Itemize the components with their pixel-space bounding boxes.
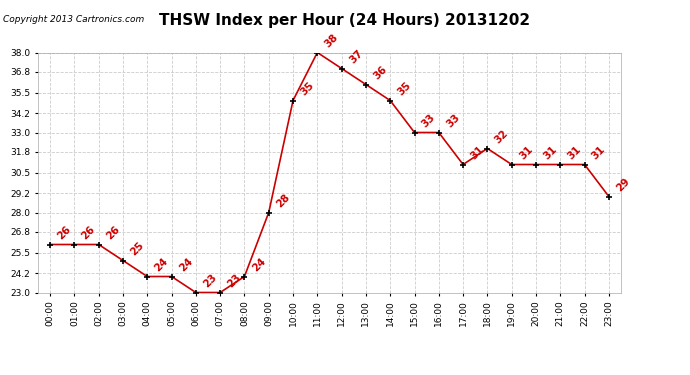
- Text: 26: 26: [80, 224, 97, 242]
- Text: 38: 38: [323, 32, 340, 50]
- Text: 23: 23: [226, 272, 243, 290]
- Text: 24: 24: [250, 256, 268, 274]
- Text: 23: 23: [201, 272, 219, 290]
- Text: 28: 28: [275, 192, 292, 210]
- Text: 36: 36: [371, 64, 388, 82]
- Text: 31: 31: [566, 144, 583, 162]
- Text: 33: 33: [444, 112, 462, 130]
- Text: 26: 26: [56, 224, 73, 242]
- Text: 33: 33: [420, 112, 437, 130]
- Text: Copyright 2013 Cartronics.com: Copyright 2013 Cartronics.com: [3, 15, 145, 24]
- Text: 24: 24: [177, 256, 195, 274]
- Text: 35: 35: [299, 80, 316, 98]
- Text: 31: 31: [518, 144, 535, 162]
- Text: 31: 31: [469, 144, 486, 162]
- Text: 31: 31: [542, 144, 559, 162]
- Text: 26: 26: [104, 224, 121, 242]
- Text: 35: 35: [396, 80, 413, 98]
- Text: THSW  (°F): THSW (°F): [609, 22, 667, 32]
- Text: THSW Index per Hour (24 Hours) 20131202: THSW Index per Hour (24 Hours) 20131202: [159, 13, 531, 28]
- Text: 31: 31: [590, 144, 607, 162]
- Text: 24: 24: [152, 256, 170, 274]
- Text: 29: 29: [614, 177, 631, 194]
- Text: 25: 25: [128, 240, 146, 258]
- Text: 37: 37: [347, 48, 364, 66]
- Text: 32: 32: [493, 128, 511, 146]
